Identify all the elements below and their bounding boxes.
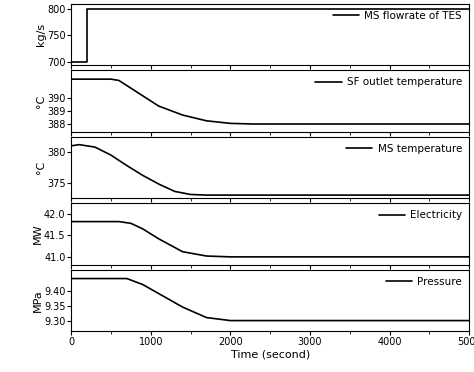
Y-axis label: MPa: MPa [33,289,43,312]
Legend: Pressure: Pressure [384,275,464,289]
Legend: Electricity: Electricity [376,208,464,222]
Legend: MS flowrate of TES: MS flowrate of TES [331,9,464,23]
X-axis label: Time (second): Time (second) [230,349,310,359]
Y-axis label: MW: MW [33,224,43,244]
Y-axis label: kg/s: kg/s [36,23,46,46]
Legend: SF outlet temperature: SF outlet temperature [313,76,464,90]
Legend: MS temperature: MS temperature [344,142,464,156]
Y-axis label: °C: °C [36,161,46,174]
Y-axis label: °C: °C [36,94,46,108]
